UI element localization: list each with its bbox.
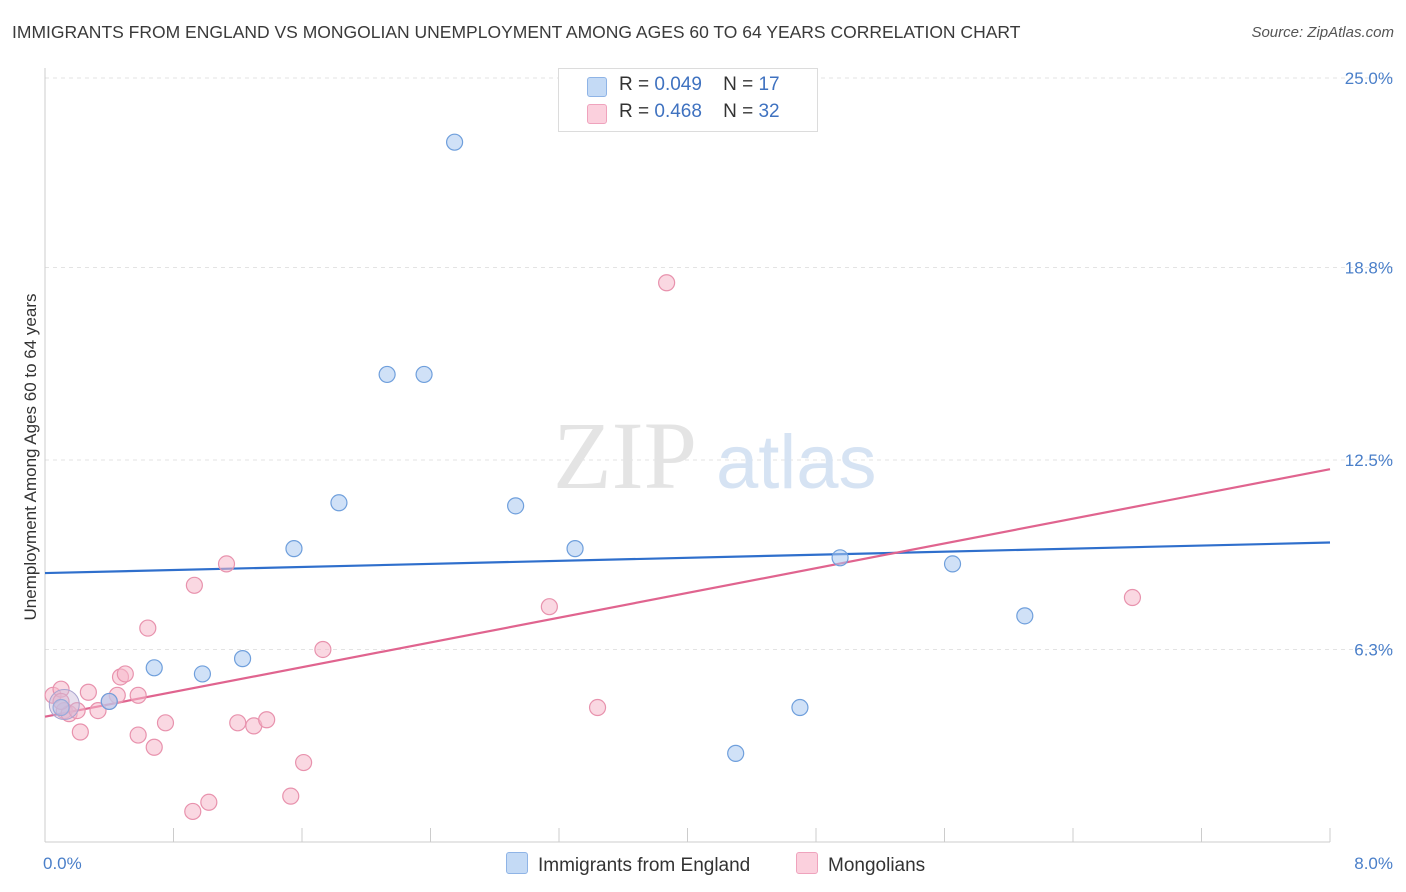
bottom-legend-swatch-mongolians xyxy=(796,852,818,874)
point-mongolians xyxy=(200,793,218,811)
axes xyxy=(44,68,1331,843)
point-england xyxy=(378,365,396,384)
point-mongolians xyxy=(588,698,607,717)
y-axis-label: Unemployment Among Ages 60 to 64 years xyxy=(21,294,40,621)
point-england xyxy=(145,659,163,677)
y-tick-label: 25.0% xyxy=(1345,69,1393,88)
chart-source: Source: ZipAtlas.com xyxy=(1251,24,1394,41)
y-tick-label: 12.5% xyxy=(1345,451,1393,470)
point-mongolians xyxy=(282,787,300,805)
point-mongolians xyxy=(229,714,247,732)
watermark-atlas: atlas xyxy=(716,420,877,505)
point-england xyxy=(507,497,525,515)
bottom-legend-england: Immigrants from England xyxy=(506,852,750,877)
legend-r-label: R = xyxy=(619,74,650,95)
point-england xyxy=(233,650,252,668)
point-mongolians xyxy=(658,274,676,292)
point-mongolians xyxy=(129,686,147,704)
trend-lines xyxy=(44,468,1331,718)
legend-n-label: N = xyxy=(723,74,754,95)
point-mongolians xyxy=(540,598,558,616)
point-mongolians xyxy=(71,723,89,741)
bottom-legend-mongolians: Mongolians xyxy=(796,852,925,877)
legend-n-value: 32 xyxy=(758,101,780,122)
point-mongolians xyxy=(139,619,157,637)
point-england xyxy=(727,744,745,762)
legend-r-label: R = xyxy=(619,101,650,122)
point-england xyxy=(831,549,849,567)
gridlines xyxy=(45,77,1395,650)
trend-line-mongolians xyxy=(44,468,1331,718)
stats-legend: R = 0.049 N = 17 R = 0.468 N = 32 xyxy=(558,68,818,132)
point-mongolians xyxy=(185,576,203,594)
bottom-legend-label-england: Immigrants from England xyxy=(538,855,751,876)
point-england xyxy=(193,665,212,683)
point-mongolians xyxy=(68,701,86,720)
point-england xyxy=(943,555,962,573)
point-england xyxy=(285,540,303,558)
point-mongolians xyxy=(295,753,313,772)
x-tick-label: 0.0% xyxy=(43,854,82,873)
point-england xyxy=(100,692,118,711)
y-tick-label: 6.3% xyxy=(1354,640,1393,659)
point-mongolians xyxy=(258,711,276,729)
point-mongolians xyxy=(217,555,236,573)
watermark: ZIP atlas xyxy=(553,402,877,509)
legend-r-value: 0.468 xyxy=(654,101,702,122)
x-tick-label: 8.0% xyxy=(1354,854,1393,873)
data-points xyxy=(44,133,1142,821)
point-england xyxy=(791,698,809,717)
point-mongolians xyxy=(184,802,202,821)
point-mongolians xyxy=(79,683,97,701)
point-mongolians xyxy=(129,726,147,744)
point-mongolians xyxy=(145,738,163,756)
bottom-legend-swatch-england xyxy=(506,852,528,874)
y-tick-label: 18.8% xyxy=(1345,258,1393,277)
chart-title: IMMIGRANTS FROM ENGLAND VS MONGOLIAN UNE… xyxy=(12,22,1021,42)
point-england xyxy=(415,365,433,384)
bottom-legend-label-mongolians: Mongolians xyxy=(828,855,926,876)
point-mongolians xyxy=(156,714,175,732)
legend-n-value: 17 xyxy=(758,74,780,95)
point-mongolians xyxy=(314,640,332,659)
point-mongolians xyxy=(116,665,134,683)
point-england xyxy=(445,133,464,151)
point-england xyxy=(330,494,348,512)
point-england xyxy=(52,698,70,717)
point-england xyxy=(1016,607,1034,625)
legend-swatch-england xyxy=(587,77,607,97)
watermark-zip: ZIP xyxy=(553,402,697,509)
point-mongolians xyxy=(1123,588,1142,607)
point-mongolians xyxy=(89,701,107,720)
trend-line-england xyxy=(44,541,1331,575)
tick-labels: 6.3% 12.5% 18.8% 25.0% 0.0% 8.0% xyxy=(43,69,1393,873)
point-england xyxy=(566,540,584,558)
legend-swatch-mongolians xyxy=(587,104,607,124)
legend-r-value: 0.049 xyxy=(654,74,702,95)
point-cluster xyxy=(48,688,80,720)
legend-n-label: N = xyxy=(723,101,754,122)
